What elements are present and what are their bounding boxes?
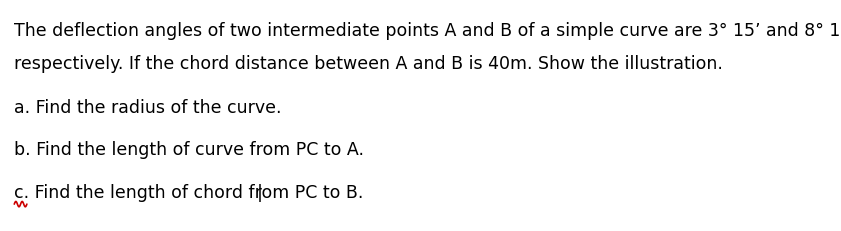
Text: c. Find the length of chord from PC to B.: c. Find the length of chord from PC to B… <box>14 184 363 202</box>
Text: a. Find the radius of the curve.: a. Find the radius of the curve. <box>14 99 282 117</box>
Text: |: | <box>257 184 262 202</box>
Text: b. Find the length of curve from PC to A.: b. Find the length of curve from PC to A… <box>14 141 364 159</box>
Text: The deflection angles of two intermediate points A and B of a simple curve are 3: The deflection angles of two intermediat… <box>14 22 841 40</box>
Text: respectively. If the chord distance between A and B is 40m. Show the illustratio: respectively. If the chord distance betw… <box>14 55 723 73</box>
